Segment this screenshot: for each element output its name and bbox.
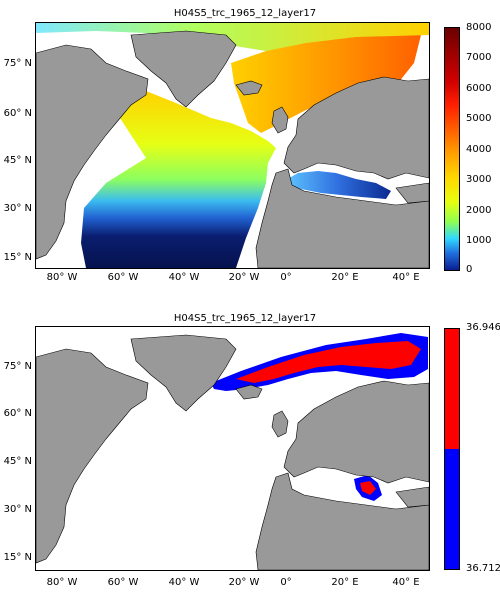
bottom-lon-label-60w: 60° W bbox=[107, 577, 139, 588]
tracer-field-mediterranean bbox=[284, 171, 391, 199]
land-europe bbox=[283, 76, 429, 180]
bottom-map bbox=[35, 326, 430, 571]
top-lon-label-20e: 20° E bbox=[331, 272, 359, 283]
bottom-colorbar bbox=[444, 328, 460, 570]
top-cbar-tick-6000: 6000 bbox=[466, 83, 492, 94]
bottom-map-svg bbox=[36, 327, 429, 570]
land-europe bbox=[283, 380, 429, 484]
bottom-lat-label-45: 45° N bbox=[3, 456, 32, 467]
land-iceland bbox=[235, 80, 263, 96]
top-cbar-tick-1000: 1000 bbox=[466, 235, 492, 246]
top-lat-label-45: 45° N bbox=[3, 155, 32, 166]
bottom-map-title: H04S5_trc_1965_12_layer17 bbox=[173, 313, 317, 324]
bottom-lon-label-40w: 40° W bbox=[168, 577, 200, 588]
top-lat-label-15: 15° N bbox=[3, 252, 32, 263]
bottom-lon-label-20w: 20° W bbox=[228, 577, 260, 588]
bottom-lat-label-60: 60° N bbox=[3, 408, 32, 419]
top-map-title: H04S5_trc_1965_12_layer17 bbox=[173, 8, 317, 19]
top-cbar-tick-7000: 7000 bbox=[466, 52, 492, 63]
tracer-field-atlantic bbox=[81, 91, 276, 268]
top-cbar-tick-2000: 2000 bbox=[466, 205, 492, 216]
land-africa bbox=[255, 472, 429, 570]
top-lat-label-30: 30° N bbox=[3, 203, 32, 214]
bottom-lat-label-75: 75° N bbox=[3, 361, 32, 372]
bottom-lon-label-40e: 40° E bbox=[392, 577, 420, 588]
land-middle-east bbox=[395, 182, 429, 204]
salinity-high-patch-med bbox=[360, 481, 376, 495]
bottom-lon-label-20e: 20° E bbox=[331, 577, 359, 588]
land-british-isles bbox=[271, 410, 289, 438]
bottom-lon-label-80w: 80° W bbox=[46, 577, 78, 588]
bottom-cbar-tick-max: 36.946 bbox=[466, 322, 500, 333]
salinity-high-band-nordic bbox=[236, 341, 421, 383]
top-lon-label-20w: 20° W bbox=[228, 272, 260, 283]
tracer-field-arctic bbox=[36, 23, 429, 51]
land-africa bbox=[255, 168, 429, 268]
top-lat-label-75: 75° N bbox=[3, 58, 32, 69]
land-middle-east bbox=[395, 486, 429, 508]
bottom-lon-label-0: 0° bbox=[280, 577, 292, 588]
tracer-field-nordic bbox=[231, 31, 421, 133]
top-cbar-tick-8000: 8000 bbox=[466, 22, 492, 33]
land-british-isles bbox=[271, 106, 289, 134]
land-north-america bbox=[36, 348, 149, 564]
land-greenland bbox=[130, 30, 237, 108]
land-iceland bbox=[235, 384, 263, 400]
top-cbar-tick-3000: 3000 bbox=[466, 174, 492, 185]
land-north-america bbox=[36, 44, 149, 260]
top-lon-label-40e: 40° E bbox=[392, 272, 420, 283]
top-lon-label-0: 0° bbox=[280, 272, 292, 283]
top-lon-label-60w: 60° W bbox=[107, 272, 139, 283]
top-lat-label-60: 60° N bbox=[3, 108, 32, 119]
bottom-lat-label-30: 30° N bbox=[3, 504, 32, 515]
bottom-cbar-tick-min: 36.712 bbox=[466, 563, 500, 574]
land-greenland bbox=[130, 334, 237, 412]
top-colorbar bbox=[444, 27, 460, 271]
top-lon-label-80w: 80° W bbox=[46, 272, 78, 283]
top-map bbox=[35, 22, 430, 269]
bottom-lat-label-15: 15° N bbox=[3, 552, 32, 563]
top-cbar-tick-0: 0 bbox=[466, 264, 473, 275]
top-cbar-tick-5000: 5000 bbox=[466, 113, 492, 124]
top-map-svg bbox=[36, 23, 429, 268]
top-cbar-tick-4000: 4000 bbox=[466, 144, 492, 155]
top-lon-label-40w: 40° W bbox=[168, 272, 200, 283]
